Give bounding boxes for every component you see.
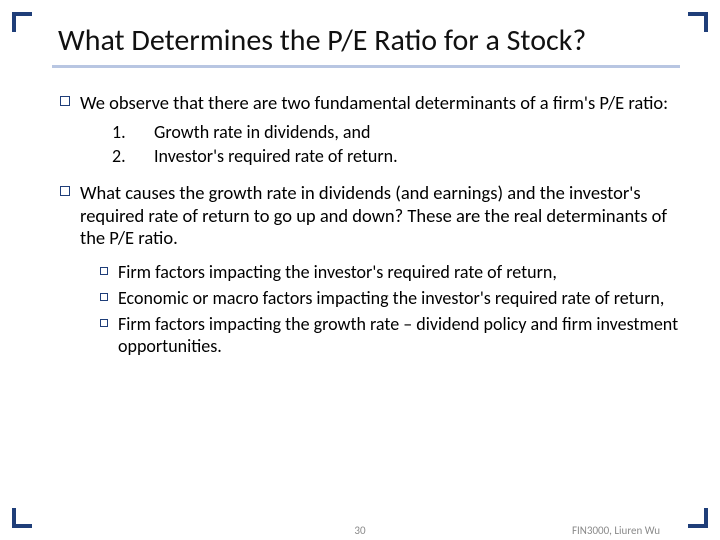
bullet-level2: Firm factors impacting the investor's re…	[100, 262, 680, 284]
square-bullet-icon	[100, 267, 108, 275]
numbered-item: 1. Growth rate in dividends, and	[112, 122, 680, 144]
slide-title: What Determines the P/E Ratio for a Stoc…	[58, 24, 680, 59]
square-bullet-icon	[60, 186, 70, 196]
corner-accent-tl	[12, 12, 32, 32]
slide: What Determines the P/E Ratio for a Stoc…	[0, 0, 720, 540]
corner-accent-tr	[688, 12, 708, 32]
bullet-level2: Firm factors impacting the growth rate –…	[100, 314, 680, 358]
square-bullet-icon	[100, 319, 108, 327]
page-number: 30	[354, 524, 365, 537]
sub-bullet-text: Firm factors impacting the growth rate –…	[118, 314, 680, 358]
slide-body: We observe that there are two fundamenta…	[52, 92, 680, 358]
numbered-text: Investor's required rate of return.	[154, 146, 680, 168]
number-label: 2.	[112, 146, 154, 168]
bullet-level1: We observe that there are two fundamenta…	[60, 92, 680, 115]
bullet-level2: Economic or macro factors impacting the …	[100, 288, 680, 310]
bullet-level1: What causes the growth rate in dividends…	[60, 182, 680, 250]
sub-bullet-text: Firm factors impacting the investor's re…	[118, 262, 680, 284]
numbered-text: Growth rate in dividends, and	[154, 122, 680, 144]
corner-accent-bl	[12, 508, 32, 528]
bullet-text: We observe that there are two fundamenta…	[80, 92, 680, 115]
sub-bullet-text: Economic or macro factors impacting the …	[118, 288, 680, 310]
numbered-item: 2. Investor's required rate of return.	[112, 146, 680, 168]
course-label: FIN3000, Liuren Wu	[572, 524, 660, 537]
numbered-list: 1. Growth rate in dividends, and 2. Inve…	[112, 122, 680, 168]
corner-accent-br	[688, 508, 708, 528]
number-label: 1.	[112, 122, 154, 144]
title-rule	[52, 65, 680, 68]
bullet-text: What causes the growth rate in dividends…	[80, 182, 680, 250]
square-bullet-icon	[60, 96, 70, 106]
square-bullet-icon	[100, 293, 108, 301]
